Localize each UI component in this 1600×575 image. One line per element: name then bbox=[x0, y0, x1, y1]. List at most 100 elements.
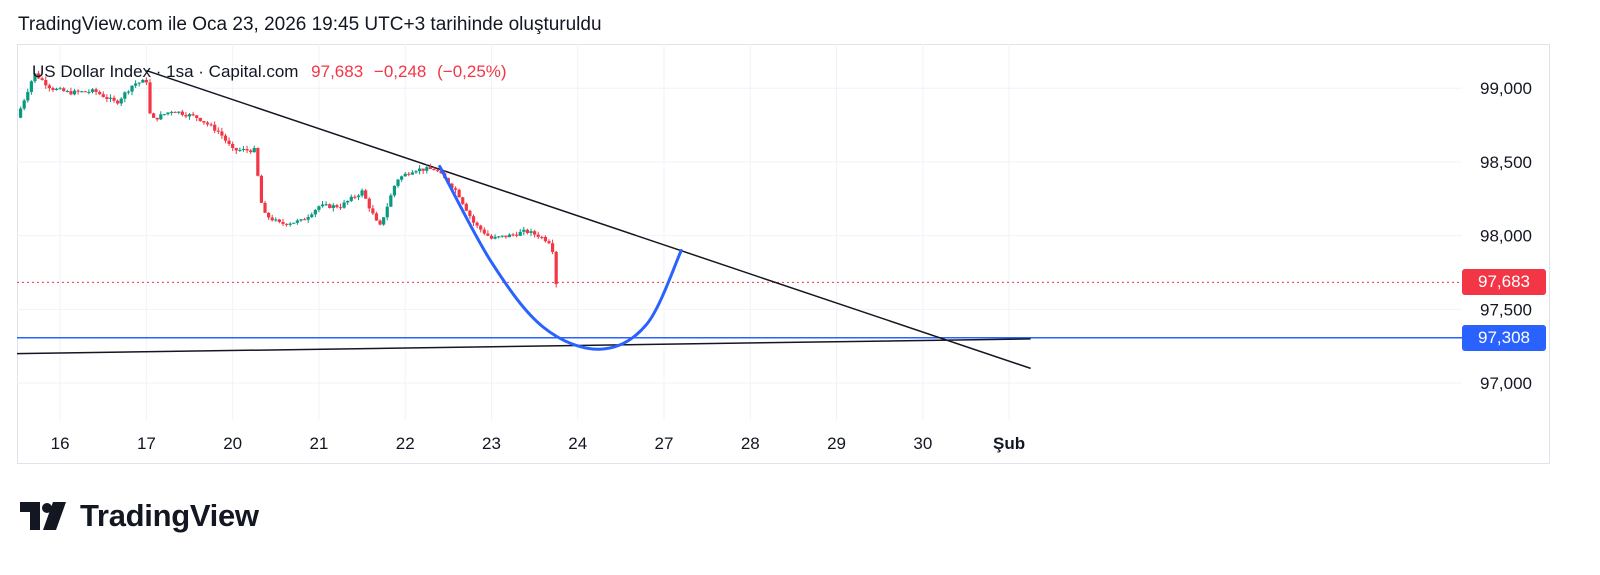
candle-body bbox=[187, 114, 192, 117]
candle-body bbox=[65, 91, 69, 93]
candle-body bbox=[126, 91, 131, 93]
last-price-tag: 97,683 bbox=[1462, 269, 1546, 296]
candle-body bbox=[288, 223, 292, 225]
candle-body bbox=[378, 220, 382, 225]
x-tick-label: 29 bbox=[827, 434, 846, 453]
ascending-trendline[interactable] bbox=[16, 338, 1031, 355]
candle-body bbox=[205, 122, 210, 125]
candle-body bbox=[453, 188, 458, 190]
y-axis-ticks: 99,000 98,500 98,000 97,500 97,000 bbox=[1480, 79, 1532, 393]
candle-body bbox=[536, 234, 540, 237]
candle-body bbox=[252, 147, 256, 153]
candle-body bbox=[522, 229, 526, 232]
candle-body bbox=[238, 149, 242, 151]
candle-body bbox=[479, 225, 483, 230]
candle-body bbox=[331, 205, 335, 209]
candle-body bbox=[141, 79, 145, 83]
tradingview-logo[interactable]: TradingView bbox=[20, 498, 259, 534]
candle-body bbox=[281, 221, 285, 224]
candle-body bbox=[162, 114, 166, 116]
candle-body bbox=[259, 175, 264, 203]
candle-body bbox=[497, 236, 501, 238]
y-tick-label: 98,000 bbox=[1480, 227, 1532, 246]
x-tick-label: 23 bbox=[482, 434, 501, 453]
candle-body bbox=[241, 149, 246, 151]
candle-body bbox=[148, 82, 152, 114]
candle-body bbox=[184, 114, 188, 117]
candle-body bbox=[371, 208, 375, 214]
candle-body bbox=[173, 111, 177, 113]
candle-body bbox=[134, 83, 138, 86]
candle-body bbox=[364, 190, 368, 199]
candle-body bbox=[518, 231, 522, 236]
candle-body bbox=[414, 171, 418, 173]
candle-body bbox=[533, 231, 537, 235]
candle-body bbox=[26, 91, 30, 101]
chart-frame[interactable] bbox=[17, 44, 1550, 464]
candle-body bbox=[320, 204, 325, 207]
candle-body bbox=[80, 91, 84, 93]
trendlines bbox=[16, 69, 1031, 370]
symbol-legend[interactable]: US Dollar Index · 1sa · Capital.com 97,6… bbox=[32, 62, 507, 82]
candle-body bbox=[234, 147, 238, 151]
candle-body bbox=[295, 220, 299, 223]
candle-body bbox=[227, 140, 231, 144]
candle-body bbox=[511, 234, 515, 236]
candle-body bbox=[47, 85, 51, 89]
candle-body bbox=[166, 112, 170, 115]
candle-body bbox=[504, 235, 508, 238]
candle-body bbox=[249, 150, 253, 153]
chart-caption: TradingView.com ile Oca 23, 2026 19:45 U… bbox=[18, 14, 602, 35]
candle-body bbox=[191, 114, 195, 116]
candle-body bbox=[112, 97, 116, 101]
candles bbox=[18, 70, 558, 288]
candle-body bbox=[62, 88, 66, 92]
y-tick-label: 97,500 bbox=[1480, 300, 1532, 319]
y-tick-label: 97,000 bbox=[1480, 374, 1532, 393]
candle-body bbox=[342, 202, 346, 208]
descending-trendline[interactable] bbox=[146, 69, 1031, 370]
candle-body bbox=[360, 190, 364, 196]
candle-body bbox=[155, 117, 159, 120]
candle-body bbox=[116, 100, 120, 104]
candle-body bbox=[44, 79, 48, 86]
x-tick-label: 30 bbox=[913, 434, 932, 453]
candle-body bbox=[105, 97, 109, 99]
candle-body bbox=[180, 111, 184, 115]
x-tick-label: 21 bbox=[309, 434, 328, 453]
candle-body bbox=[313, 209, 317, 215]
candle-body bbox=[54, 88, 59, 90]
x-tick-label: 16 bbox=[51, 434, 70, 453]
candle-body bbox=[525, 229, 530, 233]
candle-body bbox=[486, 233, 490, 236]
candle-body bbox=[69, 91, 73, 95]
candle-body bbox=[310, 214, 314, 218]
grid-lines bbox=[17, 44, 1462, 420]
candle-body bbox=[245, 149, 249, 151]
candle-body bbox=[435, 170, 440, 172]
candle-body bbox=[389, 195, 393, 207]
candle-body bbox=[493, 236, 497, 239]
candle-body bbox=[292, 222, 296, 224]
candle-body bbox=[428, 167, 432, 170]
candle-body bbox=[515, 234, 519, 236]
x-tick-label: 24 bbox=[568, 434, 587, 453]
candle-body bbox=[464, 203, 468, 211]
candle-body bbox=[40, 78, 44, 80]
candle-body bbox=[421, 168, 425, 171]
candle-body bbox=[475, 222, 479, 226]
candle-body bbox=[270, 217, 274, 221]
candle-body bbox=[482, 229, 486, 234]
candle-body bbox=[374, 213, 379, 221]
candle-body bbox=[338, 207, 343, 209]
projection-curve-path[interactable] bbox=[438, 164, 683, 351]
candle-body bbox=[216, 130, 220, 132]
candle-body bbox=[223, 135, 228, 141]
candle-body bbox=[76, 90, 80, 92]
candle-body bbox=[263, 202, 267, 213]
y-tick-label: 99,000 bbox=[1480, 79, 1532, 98]
tradingview-logo-icon bbox=[20, 502, 66, 530]
candle-body bbox=[33, 73, 37, 82]
candle-body bbox=[550, 243, 555, 252]
